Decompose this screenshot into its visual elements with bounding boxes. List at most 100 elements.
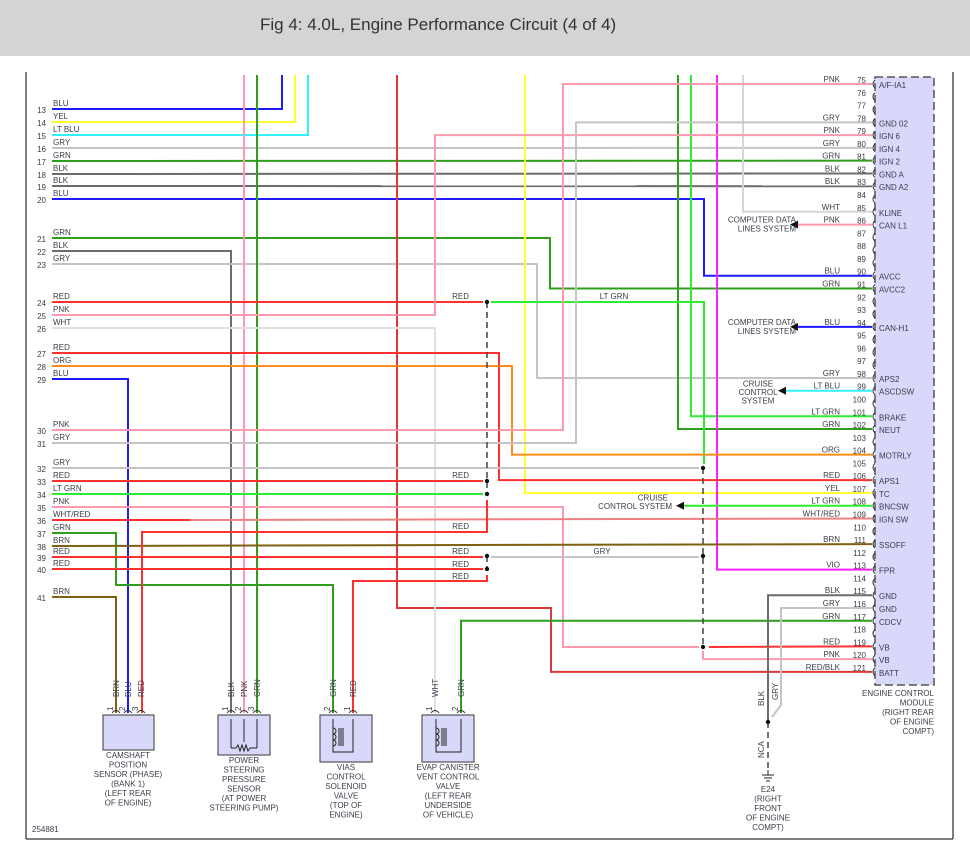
vias-label: VIAS [337, 763, 355, 772]
ecm-pin-name: VB [879, 656, 890, 665]
ecm-pin-number: 89 [857, 255, 866, 264]
ecm-pin-name: KLINE [879, 209, 902, 218]
left-pin-number: 40 [37, 566, 46, 575]
left-pin-wire-color: RED [53, 292, 70, 301]
ecm-pin-wire-color: RED/BLK [806, 663, 841, 672]
arrow-left-icon [676, 501, 684, 510]
ecm-pin-number: 116 [853, 600, 866, 609]
ecm-pin-wire-color: PNK [824, 216, 841, 225]
ecm-pin-number: 93 [857, 306, 866, 315]
wire [52, 596, 117, 713]
left-pin-number: 35 [37, 504, 46, 513]
left-pin-number: 19 [37, 183, 46, 192]
computer-data-lines-destination: LINES SYSTEM [738, 225, 797, 234]
ecm-pin-name: BATT [879, 669, 899, 678]
evap-label: OF VEHICLE) [423, 811, 474, 820]
ecm-pin-name: CAN L1 [879, 222, 908, 231]
cruise-control-destination: CONTROL SYSTEM [598, 502, 672, 511]
ecm-pin-number: 81 [857, 153, 866, 162]
figure-title: Fig 4: 4.0L, Engine Performance Circuit … [260, 15, 617, 34]
ecm-pin-wire-color: ORG [822, 446, 840, 455]
left-pin-number: 23 [37, 261, 46, 270]
vias-component [319, 714, 373, 763]
wire [690, 75, 872, 418]
ecm-pin-number: 109 [853, 511, 867, 520]
ps-sensor-pin-wire-color: GRN [253, 679, 262, 697]
ecm-label: (RIGHT REAR [882, 708, 934, 717]
connector-terminal-icon [872, 654, 876, 664]
camshaft-pin-wire-color: RED [137, 680, 146, 697]
connector-terminal-icon [872, 258, 876, 268]
splice-wire-color: LT GRN [600, 292, 629, 301]
ecm-pin-name: GND A [879, 170, 905, 179]
connector-terminal-icon [872, 386, 876, 396]
wire [52, 75, 283, 110]
connector-terminal-icon [872, 603, 876, 613]
left-pin-wire-color: GRN [53, 228, 71, 237]
left-pin-number: 37 [37, 530, 46, 539]
connector-terminal-icon [872, 322, 876, 332]
ecm-pin-number: 102 [853, 421, 867, 430]
ecm-pin-wire-color: GRN [822, 152, 840, 161]
connector-terminal-icon [872, 552, 876, 562]
ecm-pin-name: IGN 6 [879, 132, 900, 141]
ecm-pin-wire-color: BLU [824, 267, 840, 276]
left-pin-wire-color: GRY [53, 433, 71, 442]
connector-terminal-icon [872, 616, 876, 626]
left-pin-number: 25 [37, 312, 46, 321]
wire [708, 645, 873, 648]
ps-sensor-label: PRESSURE [222, 775, 266, 784]
computer-data-lines-destination: LINES SYSTEM [738, 327, 797, 336]
connector-terminal-icon [872, 271, 876, 281]
splice-dot [484, 478, 490, 484]
left-pin-wire-color: LT BLU [53, 125, 80, 134]
ecm-pin-wire-color: BLK [825, 177, 841, 186]
wire [460, 619, 872, 713]
ecm-pin-number: 86 [857, 217, 866, 226]
splice-dot [700, 465, 706, 471]
ecm-pin-wire-color: GRN [822, 612, 840, 621]
ecm-pin-number: 82 [857, 165, 866, 174]
left-pin-number: 30 [37, 427, 46, 436]
ecm-pin-number: 84 [857, 191, 866, 200]
left-pin-wire-color: ORG [53, 356, 71, 365]
left-pin-wire-color: PNK [53, 305, 70, 314]
ecm-pin-name: BNCSW [879, 503, 909, 512]
ecm-pin-name: CDCV [879, 618, 902, 627]
connector-terminal-icon [136, 710, 146, 714]
ecm-pin-name: A/F-IA1 [879, 81, 907, 90]
ecm-pin-number: 110 [853, 523, 866, 532]
left-pin-wire-color: BLU [53, 189, 69, 198]
ecm-pin-number: 107 [853, 485, 867, 494]
wire [52, 506, 699, 648]
ps-sensor-pin-number: 2 [234, 706, 243, 711]
ecm-pin-number: 97 [857, 357, 866, 366]
left-pin-wire-color: WHT/RED [53, 510, 91, 519]
wire [716, 75, 872, 571]
computer-data-lines-destination: COMPUTER DATA [728, 216, 797, 225]
connector-terminal-icon [872, 526, 876, 536]
ecm-pin-name: BRAKE [879, 413, 906, 422]
left-pin-number: 27 [37, 350, 46, 359]
ecm-pin-wire-color: GRY [823, 139, 841, 148]
left-pin-wire-color: RED [53, 547, 70, 556]
ecm-pin-number: 99 [857, 383, 866, 392]
ecm-pin-number: 98 [857, 370, 866, 379]
left-pin-wire-color: BRN [53, 536, 70, 545]
vias-label: ENGINE) [329, 811, 363, 820]
ecm-pin-name: CAN-H1 [879, 324, 909, 333]
splice-dot [484, 491, 490, 497]
ecm-pin-name: FPR [879, 567, 895, 576]
connector-terminal-icon [872, 539, 876, 549]
left-pin-number: 13 [37, 106, 46, 115]
ecm-pin-wire-color: YEL [825, 484, 841, 493]
wire [189, 517, 873, 521]
wire [396, 75, 872, 673]
ground-wire-color: GRY [771, 682, 780, 700]
wire [51, 543, 873, 547]
left-pin-wire-color: GRY [53, 138, 71, 147]
left-pin-wire-color: BLK [53, 241, 69, 250]
wires [51, 75, 873, 722]
ecm-label: OF ENGINE [890, 718, 934, 727]
connector-terminal-icon [348, 710, 358, 714]
